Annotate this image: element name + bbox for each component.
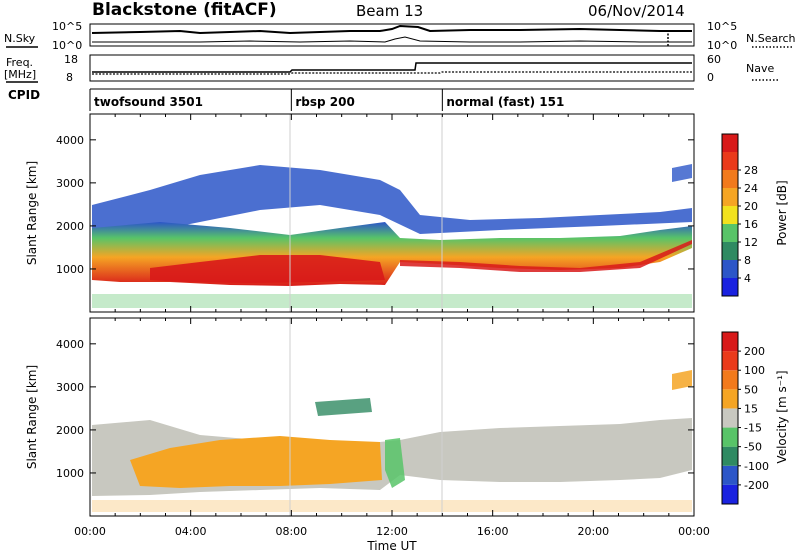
- colorbar-swatch: [722, 446, 738, 466]
- colorbar-swatch: [722, 152, 738, 170]
- x-tick-label: 08:00: [275, 525, 307, 538]
- power-panel: [89, 113, 695, 313]
- colorbar-tick-label: 28: [744, 164, 758, 177]
- y-tick-label: 1000: [56, 467, 84, 480]
- colorbar-tick-label: 4: [744, 272, 751, 285]
- x-axis-label: Time UT: [366, 539, 417, 553]
- colorbar-swatch: [722, 170, 738, 188]
- power-colorbar-label: Power [dB]: [775, 180, 789, 245]
- power-colorbar: 4 8 12 16 20 24 28: [721, 133, 758, 297]
- power-band-core: [150, 255, 385, 283]
- colorbar-swatch: [722, 278, 738, 296]
- power-scatter-right: [672, 164, 692, 182]
- velocity-green-streak: [385, 438, 405, 488]
- freq-right-tick-bottom: 0: [707, 71, 714, 84]
- y-tick-label: 3000: [56, 381, 84, 394]
- velocity-orange-right: [672, 370, 692, 390]
- noise-left-label: N.Sky: [4, 32, 36, 45]
- noise-sky-trace: [91, 24, 692, 35]
- freq-label-1: Freq.: [6, 56, 33, 69]
- noise-panel-frame: [89, 23, 695, 47]
- power-axes: 1000 2000 3000 4000: [56, 114, 695, 312]
- freq-left-tick-bottom: 8: [66, 71, 73, 84]
- cpid-segments: twofsound 3501 rbsp 200 normal (fast) 151: [89, 89, 564, 111]
- power-band-tail: [400, 240, 692, 272]
- colorbar-tick-label: 200: [744, 345, 765, 358]
- colorbar-swatch: [722, 188, 738, 206]
- beam-title: Beam 13: [356, 2, 423, 20]
- freq-panel-frame: [89, 54, 695, 82]
- x-tick-label: 16:00: [477, 525, 509, 538]
- colorbar-swatch: [722, 224, 738, 242]
- colorbar-tick-label: 15: [744, 402, 758, 415]
- cpid-segment-label: normal (fast) 151: [446, 95, 564, 109]
- power-ground-strip: [92, 294, 692, 308]
- colorbar-frame: [721, 133, 739, 297]
- colorbar-tick-label: -50: [744, 441, 762, 454]
- noise-left-tick-bottom: 10^0: [52, 39, 82, 52]
- y-tick-label: 1000: [56, 263, 84, 276]
- freq-right-tick-top: 60: [707, 53, 721, 66]
- velocity-ground-strip: [92, 500, 692, 512]
- colorbar-swatch: [722, 260, 738, 278]
- nave-trace: [92, 71, 692, 75]
- y-tick-label: 2000: [56, 424, 84, 437]
- time-axis: 00:00 04:00 08:00 12:00 16:00 20:00 00:00: [74, 525, 710, 538]
- power-y-axis-label: Slant Range [km]: [25, 161, 39, 265]
- y-tick-label: 2000: [56, 220, 84, 233]
- station-title: Blackstone (fitACF): [92, 0, 277, 20]
- colorbar-swatch: [722, 134, 738, 152]
- colorbar-tick-label: 24: [744, 182, 758, 195]
- noise-left-tick-top: 10^5: [52, 20, 82, 33]
- freq-label-2: [MHz]: [4, 68, 36, 81]
- velocity-colorbar: 200 100 50 15 -15 -50 -100 -200: [721, 331, 769, 505]
- colorbar-tick-label: -15: [744, 422, 762, 435]
- colorbar-tick-label: 100: [744, 364, 765, 377]
- cpid-label: CPID: [8, 88, 40, 102]
- colorbar-swatch: [722, 465, 738, 485]
- colorbar-swatch: [722, 370, 738, 390]
- colorbar-swatch: [722, 242, 738, 260]
- cpid-segment-label: rbsp 200: [295, 95, 354, 109]
- colorbar-tick-label: 20: [744, 200, 758, 213]
- colorbar-swatch: [722, 389, 738, 409]
- colorbar-swatch: [722, 351, 738, 371]
- x-tick-label: 20:00: [577, 525, 609, 538]
- velocity-axes: 1000 2000 3000 4000: [56, 318, 695, 516]
- velocity-green-upper: [315, 398, 372, 416]
- colorbar-tick-label: -200: [744, 479, 769, 492]
- power-scatter-upper: [92, 165, 692, 240]
- y-tick-label: 4000: [56, 134, 84, 147]
- noise-search-trace: [92, 36, 692, 43]
- colorbar-swatch: [722, 332, 738, 352]
- colorbar-tick-label: 50: [744, 383, 758, 396]
- colorbar-tick-label: 16: [744, 218, 758, 231]
- noise-right-tick-top: 10^5: [707, 20, 737, 33]
- colorbar-tick-label: 8: [744, 254, 751, 267]
- cpid-segment-label: twofsound 3501: [94, 95, 203, 109]
- velocity-panel: [89, 317, 695, 517]
- velocity-orange-region: [130, 436, 382, 488]
- freq-trace: [92, 62, 692, 73]
- x-tick-label: 00:00: [74, 525, 106, 538]
- velocity-colorbar-label: Velocity [m s⁻¹]: [775, 370, 789, 463]
- colorbar-swatch: [722, 408, 738, 428]
- colorbar-swatch: [722, 427, 738, 447]
- date-title: 06/Nov/2014: [588, 2, 685, 20]
- velocity-y-axis-label: Slant Range [km]: [25, 365, 39, 469]
- noise-right-label: N.Search: [746, 32, 796, 45]
- colorbar-tick-label: 12: [744, 236, 758, 249]
- y-tick-label: 3000: [56, 177, 84, 190]
- noise-right-tick-bottom: 10^0: [707, 39, 737, 52]
- freq-left-tick-top: 18: [64, 53, 78, 66]
- y-tick-label: 4000: [56, 338, 84, 351]
- nave-label: Nave: [746, 62, 774, 75]
- x-tick-label: 12:00: [376, 525, 408, 538]
- x-tick-label: 00:00: [678, 525, 710, 538]
- colorbar-swatch: [722, 484, 738, 504]
- colorbar-tick-label: -100: [744, 460, 769, 473]
- colorbar-frame: [721, 331, 739, 505]
- colorbar-swatch: [722, 206, 738, 224]
- x-tick-label: 04:00: [175, 525, 207, 538]
